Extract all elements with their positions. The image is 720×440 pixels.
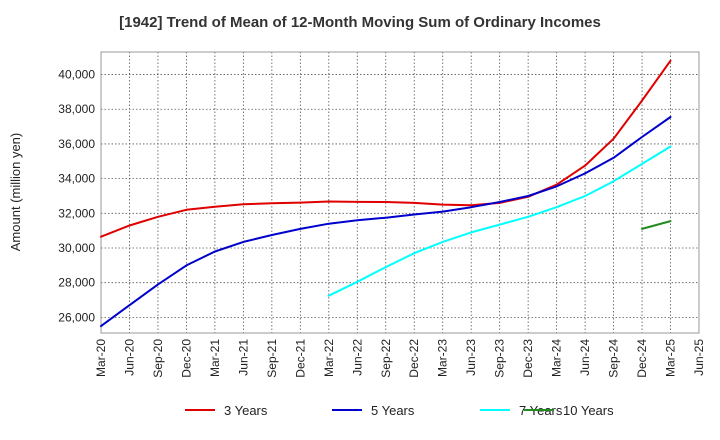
x-tick-label: Sep-21: [265, 339, 279, 378]
x-tick-label: Dec-23: [521, 339, 535, 378]
y-tick-label: 34,000: [58, 172, 95, 186]
x-tick-label: Sep-24: [607, 339, 621, 378]
legend-label-3-years: 3 Years: [224, 403, 268, 418]
tick-layer: Mar-20 Jun-20 Sep-20 Dec-20 Mar-21 Jun-21 Sep-…: [58, 68, 706, 378]
chart-title: [1942] Trend of Mean of 12-Month Moving …: [119, 14, 601, 31]
x-tick-label: Dec-21: [293, 339, 307, 378]
y-tick-label: 40,000: [58, 68, 95, 82]
x-tick-label: Mar-21: [208, 339, 222, 377]
series-line-10-years: [641, 220, 672, 230]
x-tick-label: Sep-23: [493, 339, 507, 378]
y-axis-label: Amount (million yen): [8, 133, 23, 252]
x-tick-label: Dec-20: [179, 339, 193, 378]
y-tick-label: 38,000: [58, 102, 95, 116]
x-tick-label: Jun-20: [122, 339, 136, 376]
y-tick-label: 36,000: [58, 137, 95, 151]
x-tick-label: Mar-25: [664, 339, 678, 377]
series-line-7-years: [327, 145, 672, 297]
x-tick-label: Sep-22: [379, 339, 393, 378]
x-tick-label: Dec-22: [407, 339, 421, 378]
x-tick-label: Sep-20: [151, 339, 165, 378]
legend: 3 Years 5 Years 7 Years 10 Years: [185, 403, 614, 418]
x-tick-label: Mar-23: [436, 339, 450, 377]
legend-label-10-years: 10 Years: [563, 403, 614, 418]
y-tick-label: 28,000: [58, 276, 95, 290]
y-tick-label: 26,000: [58, 310, 95, 324]
y-tick-label: 32,000: [58, 206, 95, 220]
x-tick-label: Jun-21: [236, 339, 250, 376]
plot-frame: [100, 51, 700, 334]
x-tick-label: Mar-24: [550, 339, 564, 377]
x-tick-label: Jun-23: [464, 339, 478, 376]
x-tick-label: Jun-24: [578, 339, 592, 376]
x-tick-label: Jun-25: [692, 339, 706, 376]
x-tick-label: Mar-20: [94, 339, 108, 377]
legend-label-5-years: 5 Years: [371, 403, 415, 418]
series-line-5-years: [100, 116, 672, 328]
series-line-3-years: [100, 59, 672, 238]
series-layer: [100, 59, 672, 328]
y-tick-label: 30,000: [58, 241, 95, 255]
plot-area: [101, 52, 699, 333]
x-tick-label: Mar-22: [322, 339, 336, 377]
x-tick-label: Jun-22: [350, 339, 364, 376]
x-tick-label: Dec-24: [635, 339, 649, 378]
